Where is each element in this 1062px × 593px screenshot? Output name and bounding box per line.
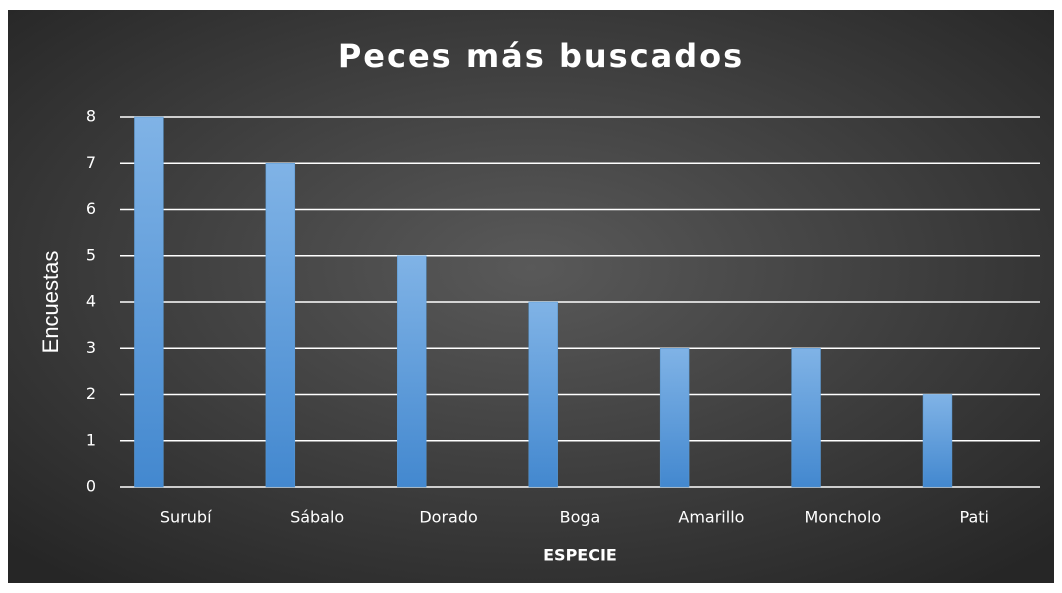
x-tick-label: Moncholo bbox=[805, 508, 882, 527]
y-tick-label: 6 bbox=[86, 199, 96, 218]
y-tick-label: 0 bbox=[86, 477, 96, 496]
x-tick-label: Dorado bbox=[419, 508, 477, 527]
y-tick-label: 4 bbox=[86, 292, 96, 311]
bar bbox=[791, 348, 821, 488]
bar bbox=[659, 348, 690, 488]
y-tick-label: 7 bbox=[86, 153, 96, 172]
y-tick-label: 1 bbox=[86, 430, 96, 449]
bar bbox=[265, 163, 296, 488]
bar bbox=[528, 301, 558, 488]
chart-title: Peces más buscados bbox=[338, 37, 744, 75]
x-tick-label: Sábalo bbox=[290, 508, 344, 527]
bar bbox=[922, 394, 953, 488]
bar bbox=[134, 116, 164, 488]
x-tick-label: Boga bbox=[560, 508, 601, 527]
y-axis-label: Encuestas bbox=[38, 251, 63, 354]
x-axis-label: ESPECIE bbox=[543, 546, 617, 565]
x-tick-label: Pati bbox=[960, 508, 989, 527]
y-tick-label: 5 bbox=[86, 245, 96, 264]
y-tick-label: 3 bbox=[86, 338, 96, 357]
x-tick-label: Surubí bbox=[160, 508, 212, 527]
y-tick-label: 2 bbox=[86, 384, 96, 403]
bar bbox=[397, 255, 427, 488]
x-tick-label: Amarillo bbox=[678, 508, 744, 527]
y-tick-label: 8 bbox=[86, 107, 96, 126]
chart-background bbox=[8, 10, 1054, 583]
